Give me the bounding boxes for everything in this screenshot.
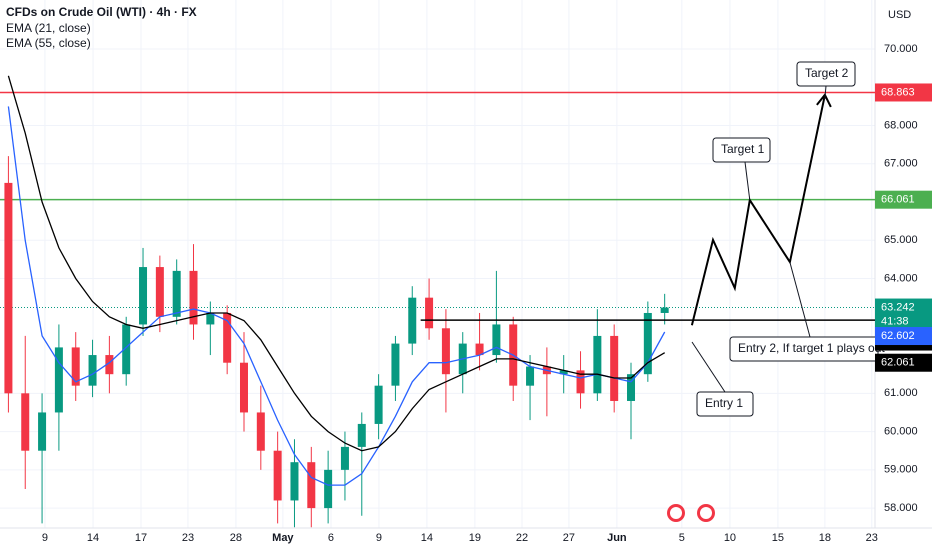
candle-body <box>408 297 417 344</box>
candle-body <box>660 307 669 313</box>
candle-body <box>475 343 484 356</box>
x-tick-label: 10 <box>724 532 736 544</box>
ema-label-bg <box>875 327 932 346</box>
y-tick-label: 61.000 <box>884 387 918 399</box>
level-label-bg <box>875 83 932 102</box>
candle-body <box>374 385 383 424</box>
x-tick-label: 17 <box>135 532 147 544</box>
candle-body <box>290 462 299 501</box>
x-tick-label: 22 <box>516 532 528 544</box>
candle-body <box>71 347 80 386</box>
annotation-leader <box>824 85 827 99</box>
ema-line <box>7 106 666 486</box>
ema-label: 62.602 <box>881 330 915 342</box>
x-tick-label: 23 <box>182 532 194 544</box>
x-tick-label: 14 <box>87 532 99 544</box>
candle-body <box>610 335 619 401</box>
candle-body <box>122 324 131 375</box>
countdown: 41:38 <box>881 315 909 327</box>
annotation-text: Target 2 <box>805 66 849 80</box>
event-icon <box>700 507 712 519</box>
annotation-leader <box>789 261 811 338</box>
y-tick-label: 64.000 <box>884 272 918 284</box>
candle-body <box>172 270 181 317</box>
ema-label: 62.061 <box>881 357 915 369</box>
candle-body <box>88 355 97 386</box>
candle-body <box>357 423 366 447</box>
annotation-text: Entry 2, If target 1 plays out <box>738 341 885 355</box>
flag-icons <box>667 504 715 522</box>
candle-body <box>256 412 265 451</box>
candle-body <box>441 328 450 375</box>
annotation-box <box>796 61 856 87</box>
chart-title: CFDs on Crude Oil (WTI) · 4h · FX <box>6 5 197 19</box>
candle-body <box>324 469 333 509</box>
indicator-label: EMA (21, close) <box>6 21 91 35</box>
candle-body <box>593 335 602 394</box>
candle-body <box>21 393 30 451</box>
candle-body <box>206 312 215 325</box>
y-tick-label: 58.000 <box>884 502 918 514</box>
annotation-text: Entry 1 <box>705 396 743 410</box>
annotation-leader <box>744 161 751 201</box>
candle-body <box>526 366 535 386</box>
x-tick-label: 28 <box>230 532 242 544</box>
candle-body <box>340 446 349 470</box>
y-tick-label: 65.000 <box>884 234 918 246</box>
x-tick-label: 14 <box>421 532 433 544</box>
candle-body <box>492 324 501 356</box>
x-tick-label: 19 <box>469 532 481 544</box>
annotation-text: Target 1 <box>721 142 765 156</box>
candle-body <box>307 462 316 509</box>
x-tick-label: 5 <box>679 532 685 544</box>
x-tick-label: 9 <box>42 532 48 544</box>
candle-body <box>189 270 198 325</box>
candle-body <box>627 374 636 401</box>
y-tick-label: 70.000 <box>884 43 918 55</box>
level-label: 66.061 <box>881 194 915 206</box>
candle-body <box>4 182 13 394</box>
candle-body <box>54 347 63 413</box>
ema-line <box>7 75 666 452</box>
x-tick-label: Jun <box>607 532 627 544</box>
candle-body <box>139 267 148 325</box>
projection-path <box>690 94 826 326</box>
annotation-box <box>712 137 771 163</box>
x-tick-label: May <box>272 532 294 544</box>
candle-body <box>223 312 232 363</box>
y-tick-label: 59.000 <box>884 464 918 476</box>
annotation-box <box>696 391 754 417</box>
x-tick-label: 6 <box>328 532 334 544</box>
currency-label: USD <box>888 9 911 21</box>
candle-body <box>425 297 434 329</box>
x-tick-label: 15 <box>772 532 784 544</box>
candle-body <box>391 343 400 386</box>
indicator-label: EMA (55, close) <box>6 36 91 50</box>
price-label: 63.242 <box>881 301 915 313</box>
x-tick-label: 27 <box>563 532 575 544</box>
candle-body <box>576 370 585 394</box>
level-label-bg <box>875 190 932 209</box>
x-tick-label: 9 <box>376 532 382 544</box>
candle-body <box>239 362 248 413</box>
candle-body <box>38 412 47 451</box>
price-label-bg <box>875 298 932 331</box>
candle-body <box>155 267 164 317</box>
ema-label-bg <box>875 353 932 372</box>
event-icon <box>670 507 682 519</box>
candle-body <box>559 370 568 375</box>
x-tick-label: 18 <box>819 532 831 544</box>
candle-body <box>273 450 282 501</box>
annotation-leader <box>691 341 726 393</box>
candle-body <box>643 312 652 375</box>
plot <box>0 0 875 528</box>
x-tick-label: 23 <box>866 532 878 544</box>
y-tick-label: 60.000 <box>884 425 918 437</box>
y-tick-label: 68.000 <box>884 119 918 131</box>
level-label: 68.863 <box>881 86 915 98</box>
candle-body <box>105 355 114 375</box>
y-tick-label: 67.000 <box>884 158 918 170</box>
